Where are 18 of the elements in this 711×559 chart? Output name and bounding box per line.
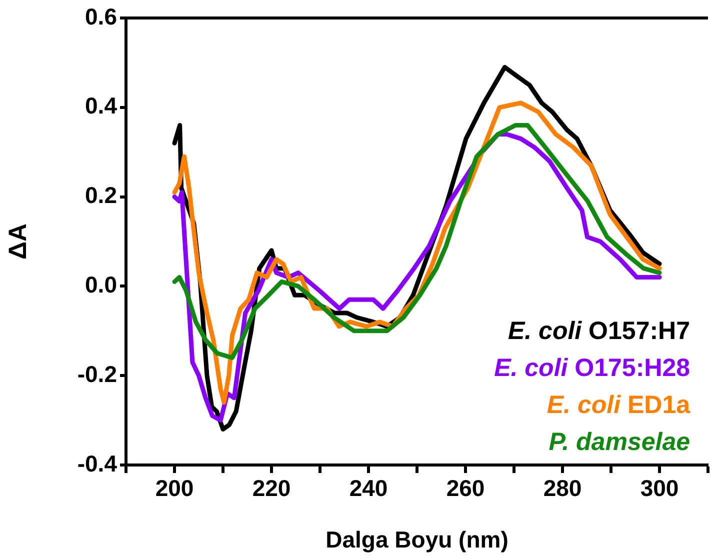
x-tick-label: 240 (349, 475, 388, 502)
y-axis-title: ΔA (4, 223, 32, 260)
y-tick-label: 0.2 (85, 182, 117, 208)
text: E. coli O157:H7 (508, 316, 690, 345)
y-tick-label: 0.4 (85, 92, 118, 119)
y-tick-label: 0.6 (85, 3, 117, 30)
y-tick-label: -0.2 (77, 360, 117, 387)
x-tick-label: 300 (640, 475, 679, 502)
x-tick-label: 260 (446, 475, 485, 502)
text: E. coli O175:H28 (494, 354, 690, 382)
y-tick-label: 0.0 (85, 272, 117, 298)
x-tick-label: 280 (543, 475, 582, 502)
x-tick-label: 220 (252, 475, 291, 502)
y-tick-label: -0.4 (77, 450, 118, 476)
text: P. damselae (548, 428, 690, 456)
x-tick-label: 200 (155, 475, 194, 502)
x-axis-title: Dalga Boyu (nm) (326, 526, 508, 553)
text: E. coli ED1a (546, 390, 692, 419)
